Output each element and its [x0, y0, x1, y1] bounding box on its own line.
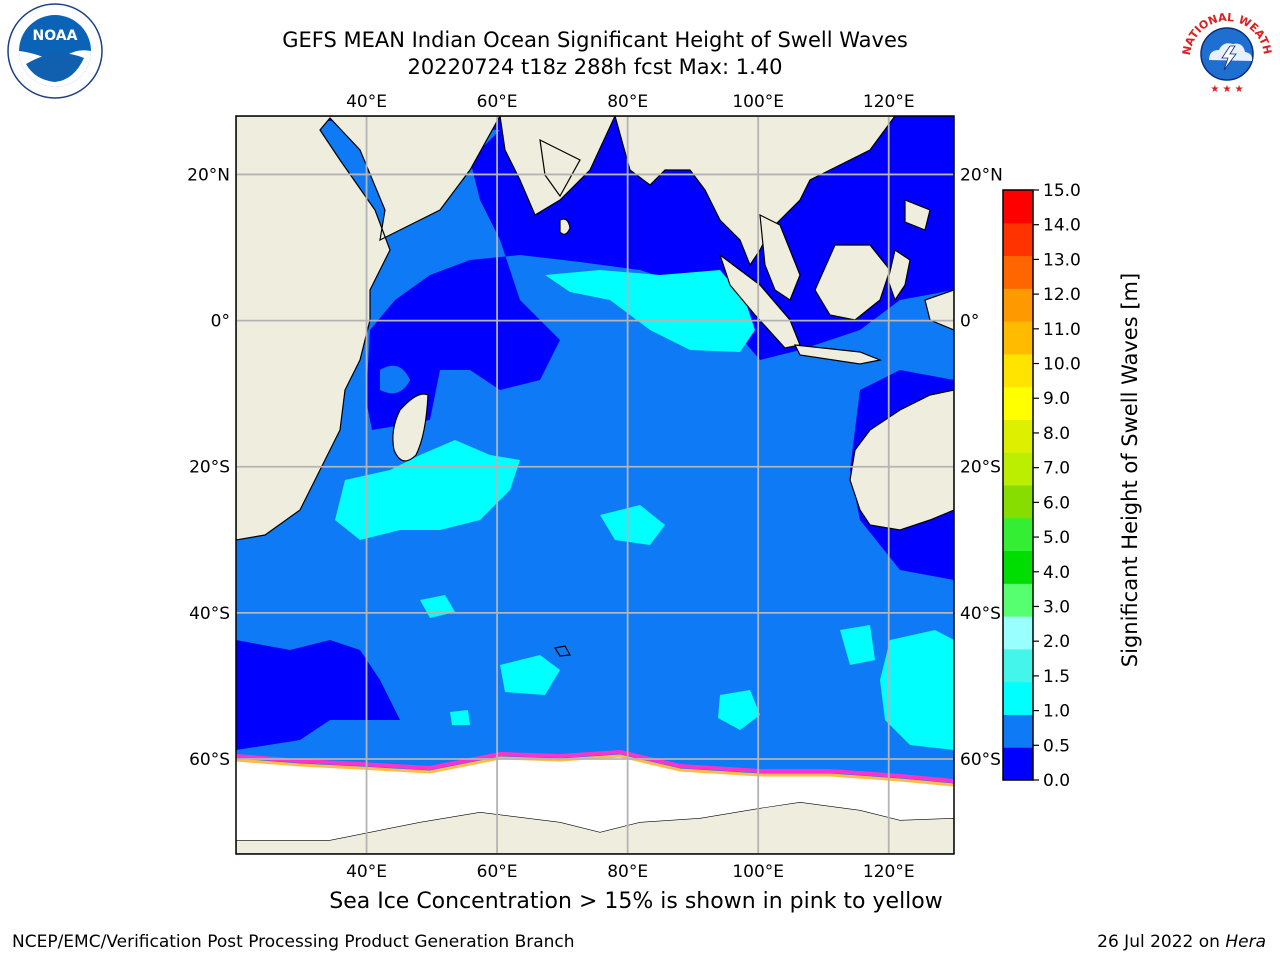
sea-ice-region [236, 756, 954, 840]
chart-subtitle: 20220724 t18z 288h fcst Max: 1.40 [407, 55, 783, 79]
colorbar-cell [1003, 648, 1033, 683]
footer-host: Hera [1225, 932, 1266, 952]
svg-text:★ ★ ★: ★ ★ ★ [1210, 84, 1243, 95]
footer-date: 26 Jul 2022 on Hera [1097, 932, 1266, 952]
lat-tick-label-left: 0° [211, 312, 230, 332]
noaa-logo: NOAA [7, 3, 103, 99]
colorbar-tick-label: 15.0 [1043, 181, 1081, 201]
colorbar-cell [1003, 419, 1033, 453]
colorbar-cell [1003, 485, 1033, 519]
lat-tick-label-left: 60°S [189, 750, 230, 770]
colorbar-tick-label: 0.0 [1043, 771, 1070, 791]
chart-title: GEFS MEAN Indian Ocean Significant Heigh… [282, 28, 908, 52]
map-area [236, 116, 954, 854]
colorbar-cell [1003, 616, 1033, 650]
colorbar-tick-label: 2.0 [1043, 632, 1070, 652]
colorbar-tick-label: 0.5 [1043, 736, 1070, 756]
ice-edge-pink [236, 749, 954, 783]
colorbar-tick-label: 12.0 [1043, 285, 1081, 305]
lon-tick-label-top: 100°E [732, 92, 784, 112]
ice-edge-yellow [236, 754, 954, 787]
tick-labels: 40°E 40°E 60°E 60°E 80°E 80°E 100°E 100°E 120°E 1… [187, 92, 1003, 882]
lon-tick-label-bottom: 60°E [477, 862, 518, 882]
colorbar: 0.0 0.5 1.0 1.5 2.0 3.0 4.0 5.0 6.0 7.0 8.0 9.0 10.0… [1002, 181, 1081, 791]
footer-date-text: 26 Jul 2022 on [1097, 932, 1226, 952]
colorbar-tick-label: 9.0 [1043, 389, 1070, 409]
svg-text:NOAA: NOAA [33, 28, 78, 44]
map-frame [235, 115, 955, 855]
landmasses [236, 116, 954, 854]
lat-tick-label-left: 40°S [189, 604, 230, 624]
colorbar-tick-label: 5.0 [1043, 528, 1070, 548]
lat-tick-label-right: 20°S [960, 458, 1001, 478]
colorbar-cell [1003, 353, 1033, 388]
colorbar-cell [1003, 517, 1033, 552]
nws-logo: NATIONAL WEATHER SERVICE ★ ★ ★ [1178, 2, 1274, 98]
lon-tick-label-bottom: 40°E [346, 862, 387, 882]
lat-tick-label-left: 20°N [187, 165, 230, 185]
lon-tick-label-top: 120°E [863, 92, 915, 112]
colorbar-tick-label: 1.5 [1043, 667, 1070, 687]
lon-tick-label-bottom: 120°E [863, 862, 915, 882]
colorbar-tick-label: 11.0 [1043, 320, 1081, 340]
colorbar-cell [1003, 452, 1033, 486]
colorbar-tick-label: 1.0 [1043, 702, 1070, 722]
colorbar-cell [1003, 747, 1033, 781]
lon-tick-label-bottom: 80°E [607, 862, 648, 882]
colorbar-tick-label: 3.0 [1043, 597, 1070, 617]
colorbar-cell [1003, 255, 1033, 289]
colorbar-cell [1003, 190, 1033, 224]
lat-tick-label-right: 40°S [960, 604, 1001, 624]
colorbar-tick-label: 8.0 [1043, 424, 1070, 444]
colorbar-tick-label: 7.0 [1043, 459, 1070, 479]
colorbar-cell [1003, 288, 1033, 322]
lat-tick-label-right: 0° [960, 312, 979, 332]
colorbar-cell [1003, 222, 1033, 257]
colorbar-cell [1003, 550, 1033, 584]
lat-tick-label-right: 20°N [960, 165, 1003, 185]
colorbar-cell [1003, 386, 1033, 420]
colorbar-cell [1003, 714, 1033, 748]
sea-ice-caption: Sea Ice Concentration > 15% is shown in … [329, 889, 943, 914]
colorbar-tick-label: 6.0 [1043, 493, 1070, 513]
lat-tick-label-left: 20°S [189, 458, 230, 478]
colorbar-tick-label: 14.0 [1043, 216, 1081, 236]
lon-tick-label-bottom: 100°E [732, 862, 784, 882]
footer-credit: NCEP/EMC/Verification Post Processing Pr… [12, 932, 575, 952]
lon-tick-label-top: 40°E [346, 92, 387, 112]
colorbar-cell [1003, 321, 1033, 355]
colorbar-tick-label: 4.0 [1043, 563, 1070, 583]
colorbar-tick-label: 13.0 [1043, 250, 1081, 270]
colorbar-frame [1002, 189, 1034, 781]
gridlines [236, 116, 954, 854]
colorbar-cell [1003, 583, 1033, 617]
lon-tick-label-top: 60°E [477, 92, 518, 112]
higher-swell-zones [335, 270, 954, 750]
colorbar-cell [1003, 681, 1033, 715]
kerguelen-outline [554, 645, 571, 657]
lon-tick-label-top: 80°E [607, 92, 648, 112]
colorbar-tick-label: 10.0 [1043, 355, 1081, 375]
lat-tick-label-right: 60°S [960, 750, 1001, 770]
